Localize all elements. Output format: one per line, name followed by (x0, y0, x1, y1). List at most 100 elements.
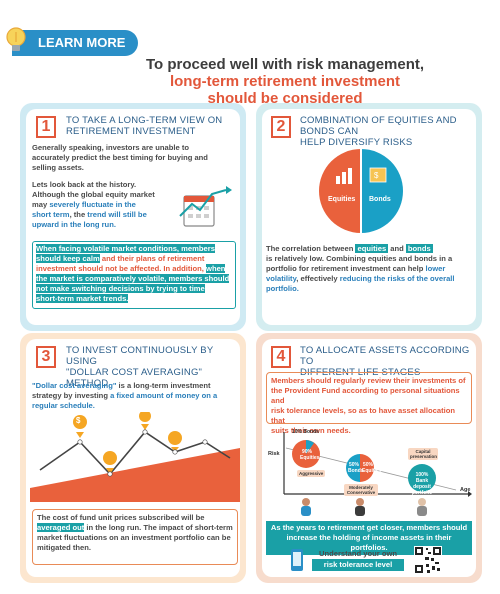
p1-h-l3b: severely fluctuate in the (49, 200, 136, 209)
p1-box-l3b: when (206, 264, 226, 273)
p3-l2b: a fixed amount of money on a (110, 391, 218, 400)
page-title-line1: To proceed well with risk management, (145, 56, 425, 73)
p4-bar-l1: As the years to retirement get closer, m… (270, 523, 468, 532)
upward-trend-area (30, 448, 240, 502)
risk-tolerance-prompt: Understand your own risk tolerance level (312, 549, 404, 571)
page-title-line2: long-term retirement investment should b… (0, 73, 500, 107)
label-50-bonds: 50% Bonds (348, 462, 364, 474)
panel-2-heading-l1: Combination of equities and bonds can (300, 115, 457, 137)
axis-age-label: Age (460, 487, 471, 493)
p4-box-l2: the Provident Fund according to personal… (271, 386, 460, 405)
p1-box-l6-text: short-term market trends. (36, 294, 129, 303)
p1-box-l3: investment should not be affected. In ad… (36, 264, 232, 274)
tol-l1: Understand your own (318, 549, 398, 558)
eq90-l1: 90% (301, 449, 312, 455)
e50-l1: 50% (362, 462, 373, 468)
p3-l1b: is a long-term investment (116, 381, 211, 390)
panel-2-heading-l2: help diversify risks (300, 137, 413, 148)
p3-l1a: "Dollar cost averaging" (32, 381, 117, 390)
chip-aggressive: Aggressive (297, 470, 326, 477)
bank-l2: Bank deposit (413, 478, 431, 490)
panel-3-heading: To invest continuously by using "Dollar … (66, 345, 238, 389)
p3-l2a: strategy by investing (32, 391, 111, 400)
bank-l3: portfolio (411, 490, 433, 496)
step-number-3: 3 (36, 346, 56, 368)
p2-l4c: reducing the risks of the overall (339, 274, 455, 283)
pie-label-bonds: Bonds (369, 196, 391, 203)
panel-1-intro: Generally speaking, investors are unable… (32, 143, 237, 173)
pie-preservation (408, 464, 436, 492)
mobile-phone-icon (291, 549, 303, 571)
p1-history-l4: short term, the trend will still be (32, 210, 182, 220)
p4-box-l1: Members should regularly review their in… (271, 376, 466, 385)
p1-box-l4: the market is comparatively volatile, me… (36, 274, 232, 284)
p1-history-l5: upward in the long run. (32, 220, 116, 229)
panel-3-callout: The cost of fund unit prices subscribed … (32, 509, 238, 565)
p4-box-l3: risk tolerance levels, so as to have ass… (271, 406, 456, 425)
pie-label-equities: Equities (328, 196, 356, 203)
qr-code-icon[interactable] (414, 546, 442, 574)
panel-1-callout: When facing volatile market conditions, … (32, 241, 236, 309)
panel-1-heading-l1: To take a long-term view on (66, 115, 223, 126)
label-100-bank-deposit: 100% Bank deposit portfolio (408, 472, 436, 496)
panel-1-heading-l2: retirement investment (66, 126, 196, 137)
dollar-cost-averaging-graphic (30, 412, 240, 502)
coin-symbol: $ (76, 416, 81, 425)
p1-intro-l1: Generally speaking, investors are unable… (32, 143, 189, 152)
p2-l1a: The correlation between (266, 244, 356, 253)
bond-certificate-icon: $ (369, 167, 387, 183)
p3-box-l3: market fluctuations on an investment por… (37, 533, 231, 542)
panel-4-heading-l1: To allocate assets according to (300, 345, 470, 367)
panel-3-intro: "Dollar cost averaging" is a long-term i… (32, 381, 238, 411)
p3-box-l4: mitigated then. (37, 543, 92, 552)
p3-l3: regular schedule. (32, 401, 95, 410)
p1-history-l1: Lets look back at the history. (32, 180, 137, 189)
p3-l2: strategy by investing a fixed amount of … (32, 391, 238, 401)
p1-h-l3a: may (32, 200, 50, 209)
e50-l2: Equities (362, 468, 382, 474)
p1-box-l4-text: the market is comparatively volatile, me… (36, 274, 230, 283)
pie-aggressive (292, 440, 320, 468)
panel-3-heading-l2: "Dollar cost averaging" method (66, 367, 203, 389)
page-title-line3-text: should be considered (207, 90, 363, 107)
p2-l5: portfolio. (266, 284, 299, 293)
p2-l1: The correlation between equities and bon… (266, 244, 474, 254)
equities-bonds-pie: $ (319, 149, 403, 233)
p3-box-l1: The cost of fund unit prices subscribed … (37, 513, 205, 522)
p1-history-l2: Although the global equity market (32, 190, 155, 199)
tol-l2: risk tolerance level (312, 559, 404, 571)
pie-moderate (346, 454, 374, 482)
coin-icon (103, 451, 117, 465)
p1-box-l5: not make switching decisions by trying t… (36, 284, 232, 294)
p2-l1d: bonds (405, 244, 433, 253)
p2-l4b: , effectively (296, 274, 340, 283)
axis-risk-label: Risk (268, 451, 280, 457)
p3-box-l2b: in the long run. The impact of short-ter… (84, 523, 233, 532)
step-number-4: 4 (271, 346, 291, 368)
panel-1-heading: To take a long-term view on retirement i… (66, 115, 234, 137)
p1-intro-l3: selling assets. (32, 163, 84, 172)
p2-l2: is relatively low. Combining equities an… (266, 254, 453, 263)
panel-2-heading: Combination of equities and bonds can he… (300, 115, 472, 148)
learn-more-badge: LEARN MORE (6, 27, 138, 56)
b50-l1: 50% (348, 462, 359, 468)
p1-box-l2a: should keep calm (36, 254, 100, 263)
calendar-chart-icon (179, 186, 232, 227)
pie-bonds-half (361, 149, 403, 233)
step-number-1: 1 (36, 116, 56, 138)
coin-icon (139, 412, 151, 422)
p2-l4a: volatility (266, 274, 297, 283)
p1-box-l5-text: not make switching decisions by trying t… (36, 284, 205, 293)
p1-box-l1-text: When facing volatile market conditions, … (36, 244, 215, 253)
p2-l3b: lower (425, 264, 446, 273)
learn-more-label: LEARN MORE (38, 35, 126, 50)
chip-capital-preservation: Capital preservation (408, 448, 438, 460)
p1-history-l3: may severely fluctuate in the (32, 200, 182, 210)
p4-bar-l2: increase the holding of income assets in… (286, 533, 452, 552)
svg-text:$: $ (374, 171, 379, 180)
p1-intro-l2: accurately predict the best timing for b… (32, 153, 208, 162)
eq90-l2: Equities (300, 455, 320, 461)
label-50-equities: 50% Equities (362, 462, 382, 474)
person-young-icon (301, 498, 311, 516)
p1-h-l4b: , the (69, 210, 88, 219)
